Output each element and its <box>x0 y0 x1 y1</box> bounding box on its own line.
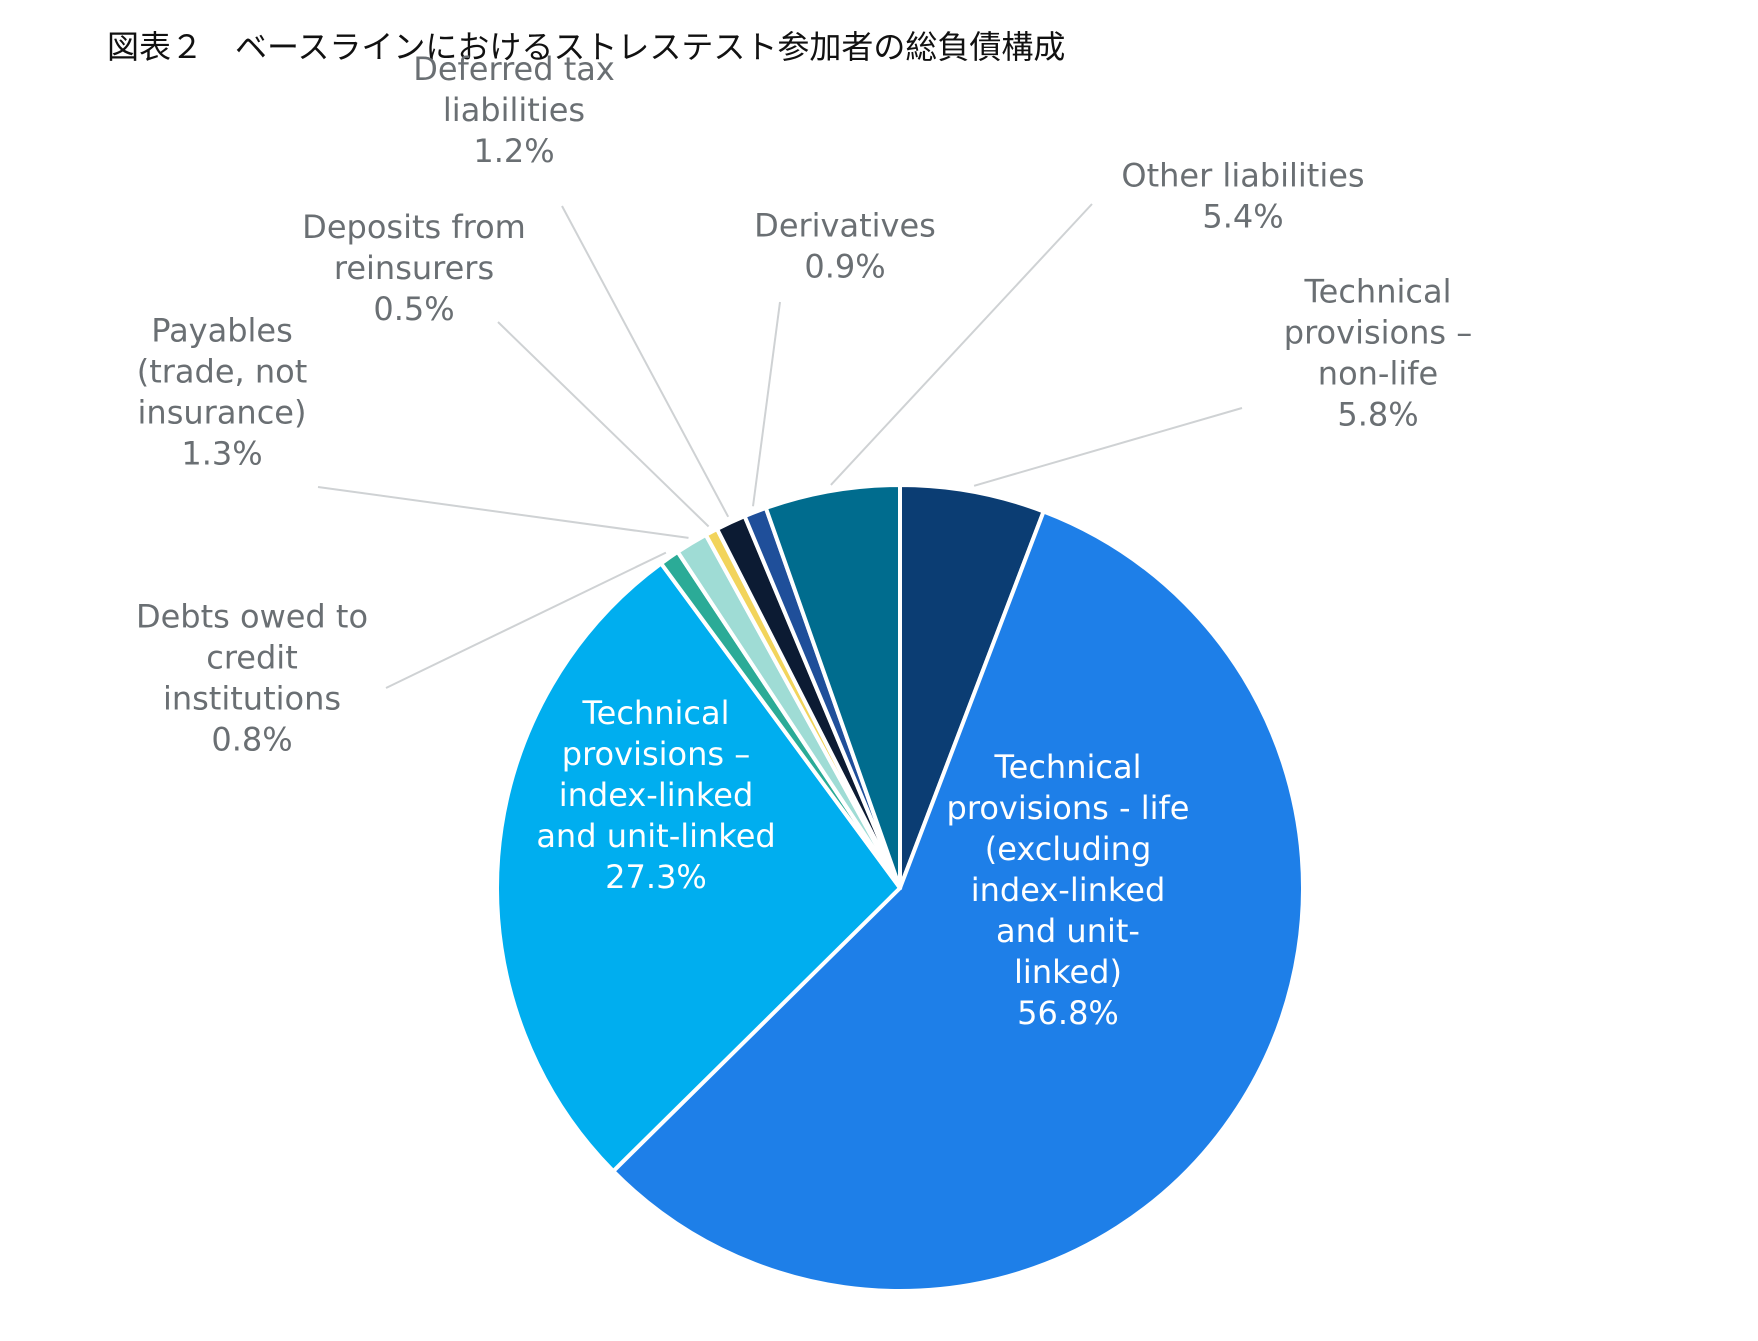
leader-line-deposits-reins <box>497 321 710 528</box>
slice-label-deferred-tax: Deferred tax liabilities 1.2% <box>413 50 615 170</box>
slice-label-debts-credit: Debts owed to credit institutions 0.8% <box>136 598 368 759</box>
pie-slice-tp-life <box>611 509 1306 1294</box>
chart-title: 図表２ ベースラインにおけるストレステスト参加者の総負債構成 <box>107 28 1066 66</box>
slice-label-derivatives: Derivatives 0.9% <box>754 207 936 286</box>
leader-line-other-liab <box>830 203 1093 486</box>
slice-label-other-liab: Other liabilities 5.4% <box>1121 157 1364 236</box>
leader-line-derivatives <box>752 301 781 507</box>
slice-label-tp-nonlife: Technical provisions – non-life 5.8% <box>1284 273 1472 434</box>
leader-line-tp-nonlife <box>973 407 1243 487</box>
slice-label-deposits-reins: Deposits from reinsurers 0.5% <box>302 208 526 328</box>
slice-label-tp-index: Technical provisions – index-linked and uni… <box>536 694 775 896</box>
leader-line-debts-credit <box>385 551 667 689</box>
pie-slice-tp-nonlife <box>898 483 1046 890</box>
leader-line-payables <box>317 486 689 539</box>
slice-label-payables: Payables (trade, not insurance) 1.3% <box>137 312 308 473</box>
pie-slice-other-liab <box>763 483 902 890</box>
slice-label-tp-life: Technical provisions - life (excluding inde… <box>947 748 1190 1032</box>
pie-slice-tp-index <box>495 561 902 1174</box>
leader-line-deferred-tax <box>561 205 730 518</box>
